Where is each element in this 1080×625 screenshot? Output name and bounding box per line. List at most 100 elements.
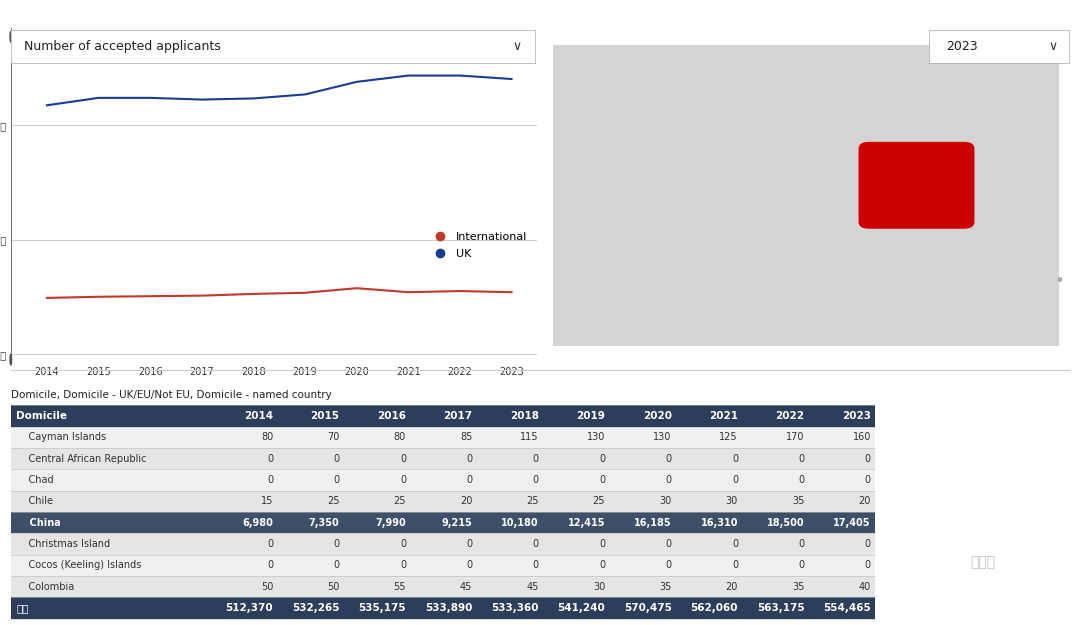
Text: 0: 0 (267, 454, 273, 464)
Bar (11, 598, 875, 619)
Text: 0: 0 (865, 539, 870, 549)
Bar (11, 512, 875, 533)
Text: 2015: 2015 (311, 411, 339, 421)
Text: 2014: 2014 (244, 411, 273, 421)
Text: 20: 20 (726, 582, 738, 592)
Text: 0: 0 (532, 475, 539, 485)
Text: 16,185: 16,185 (634, 518, 672, 528)
Text: 80: 80 (261, 432, 273, 442)
Text: 戴森云: 戴森云 (970, 556, 996, 569)
Text: 532,265: 532,265 (292, 603, 339, 613)
Text: 20: 20 (859, 496, 870, 506)
Bar (11, 576, 875, 598)
Text: 总计: 总计 (16, 603, 29, 613)
Text: 10,180: 10,180 (501, 518, 539, 528)
Bar (11, 406, 875, 427)
Text: 0: 0 (467, 561, 472, 571)
Text: 2017: 2017 (443, 411, 472, 421)
Text: ∨: ∨ (512, 41, 522, 53)
Text: 12,415: 12,415 (568, 518, 605, 528)
Text: 2019: 2019 (577, 411, 605, 421)
Text: 0: 0 (467, 475, 472, 485)
Text: 35: 35 (659, 582, 672, 592)
Bar (11, 491, 875, 512)
Text: 115: 115 (521, 432, 539, 442)
Text: 70: 70 (327, 432, 339, 442)
Text: 17,405: 17,405 (834, 518, 870, 528)
Text: 570,475: 570,475 (624, 603, 672, 613)
Text: Domicile, Domicile - UK/EU/Not EU, Domicile - named country: Domicile, Domicile - UK/EU/Not EU, Domic… (11, 390, 332, 400)
Text: 0: 0 (334, 475, 339, 485)
Text: Chad: Chad (16, 475, 54, 485)
Text: 0: 0 (532, 561, 539, 571)
Text: 50: 50 (260, 582, 273, 592)
Bar (11, 448, 875, 469)
Text: 0: 0 (865, 561, 870, 571)
Text: 15: 15 (260, 496, 273, 506)
Text: 0: 0 (798, 561, 805, 571)
Text: ∨: ∨ (1049, 41, 1058, 53)
Text: 170: 170 (786, 432, 805, 442)
Text: 0: 0 (599, 475, 605, 485)
Text: 554,465: 554,465 (823, 603, 870, 613)
Text: 80: 80 (394, 432, 406, 442)
Text: Chile: Chile (16, 496, 53, 506)
Text: 30: 30 (593, 582, 605, 592)
Text: 35: 35 (792, 496, 805, 506)
Text: Number of accepted applicants: Number of accepted applicants (24, 41, 220, 53)
Text: 541,240: 541,240 (557, 603, 605, 613)
Text: 16,310: 16,310 (701, 518, 738, 528)
Text: 0: 0 (334, 561, 339, 571)
Text: 55: 55 (393, 582, 406, 592)
Bar (11, 533, 875, 555)
Text: 0: 0 (732, 475, 738, 485)
Text: 0: 0 (400, 539, 406, 549)
Text: 35: 35 (792, 582, 805, 592)
Text: China: China (16, 518, 62, 528)
Text: 0: 0 (267, 539, 273, 549)
Text: •: • (1054, 272, 1065, 290)
Text: 0: 0 (865, 454, 870, 464)
Text: 0: 0 (865, 475, 870, 485)
Text: 25: 25 (593, 496, 605, 506)
Text: Christmas Island: Christmas Island (16, 539, 110, 549)
Text: 0: 0 (467, 454, 472, 464)
Text: 0: 0 (467, 539, 472, 549)
Text: 0: 0 (798, 539, 805, 549)
Text: Domicile: Domicile (16, 411, 67, 421)
Text: 0: 0 (665, 539, 672, 549)
Text: 2020: 2020 (643, 411, 672, 421)
Text: Cayman Islands: Cayman Islands (16, 432, 107, 442)
Text: 562,060: 562,060 (690, 603, 738, 613)
Text: Colombia: Colombia (16, 582, 75, 592)
Text: 0: 0 (267, 561, 273, 571)
Text: 0: 0 (665, 454, 672, 464)
Text: 20: 20 (460, 496, 472, 506)
Text: 0: 0 (267, 475, 273, 485)
Legend: International, UK: International, UK (424, 227, 531, 264)
Text: 130: 130 (653, 432, 672, 442)
Text: 9,215: 9,215 (442, 518, 472, 528)
Text: 0: 0 (400, 454, 406, 464)
Text: 30: 30 (726, 496, 738, 506)
Text: 0: 0 (532, 539, 539, 549)
Text: 533,360: 533,360 (491, 603, 539, 613)
Text: 2018: 2018 (510, 411, 539, 421)
Bar (11, 469, 875, 491)
Text: 0: 0 (599, 561, 605, 571)
Text: 6,980: 6,980 (242, 518, 273, 528)
Text: 0: 0 (665, 475, 672, 485)
Text: 0: 0 (732, 454, 738, 464)
Text: 0: 0 (334, 539, 339, 549)
Text: Central African Republic: Central African Republic (16, 454, 147, 464)
Text: 512,370: 512,370 (226, 603, 273, 613)
Text: 535,175: 535,175 (359, 603, 406, 613)
Text: 0: 0 (599, 539, 605, 549)
Text: 85: 85 (460, 432, 472, 442)
Text: 0: 0 (532, 454, 539, 464)
Text: 130: 130 (586, 432, 605, 442)
Text: 2023: 2023 (842, 411, 870, 421)
Text: 0: 0 (732, 539, 738, 549)
Text: 160: 160 (852, 432, 870, 442)
Text: 0: 0 (732, 561, 738, 571)
